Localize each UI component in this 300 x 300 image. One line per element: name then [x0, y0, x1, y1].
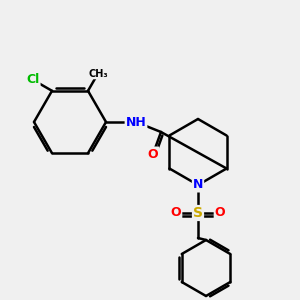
Text: CH₃: CH₃ — [88, 68, 108, 79]
Text: O: O — [215, 206, 225, 220]
Text: O: O — [148, 148, 158, 160]
Text: Cl: Cl — [26, 73, 40, 86]
Text: NH: NH — [126, 116, 146, 128]
Text: S: S — [193, 206, 203, 220]
Text: O: O — [171, 206, 181, 220]
Text: N: N — [193, 178, 203, 191]
